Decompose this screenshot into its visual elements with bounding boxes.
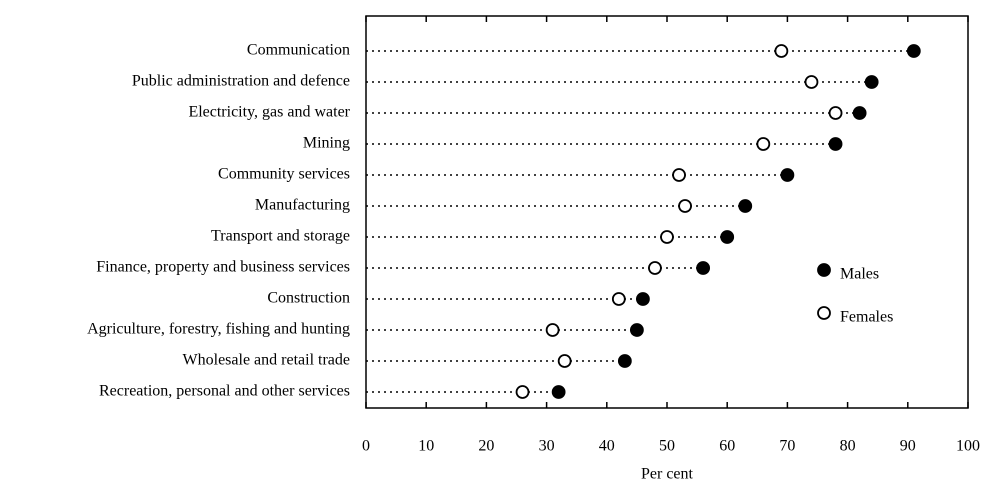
plot-frame [365, 15, 969, 409]
dot-marker [720, 230, 735, 244]
legend-label: Males [840, 266, 879, 283]
legend-marker [817, 263, 831, 277]
category-label: Mining [303, 135, 350, 152]
dot-marker [738, 199, 753, 213]
x-tick-label: 60 [719, 438, 735, 455]
dot-marker [828, 137, 843, 151]
dot-marker [557, 354, 572, 368]
x-tick-label: 70 [779, 438, 795, 455]
category-label: Construction [267, 290, 350, 307]
dot-marker [611, 292, 626, 306]
category-label: Finance, property and business services [96, 259, 350, 276]
dot-marker [660, 230, 674, 244]
x-tick-label: 0 [362, 438, 370, 455]
dot-marker [774, 44, 789, 58]
x-tick-label: 80 [840, 438, 856, 455]
dot-marker [696, 261, 711, 275]
x-tick-label: 50 [659, 438, 675, 455]
dot-marker [906, 44, 921, 58]
category-label: Community services [218, 166, 350, 183]
x-axis-label: Per cent [641, 466, 694, 483]
dot-marker [630, 323, 644, 337]
dot-marker [804, 75, 819, 89]
dot-marker [864, 75, 879, 89]
dot-marker [828, 106, 843, 120]
x-tick-label: 90 [900, 438, 916, 455]
dot-marker [551, 385, 566, 399]
dot-marker [648, 261, 662, 275]
dot-marker [515, 385, 530, 399]
dot-marker [678, 199, 692, 213]
category-label: Recreation, personal and other services [99, 383, 350, 400]
x-tick-label: 10 [418, 438, 434, 455]
x-tick-label: 40 [599, 438, 615, 455]
dot-marker [756, 137, 771, 151]
category-label: Electricity, gas and water [188, 104, 350, 121]
category-label: Transport and storage [211, 228, 350, 245]
category-label: Agriculture, forestry, fishing and hunti… [87, 321, 350, 338]
x-tick-label: 20 [478, 438, 494, 455]
dot-marker [636, 292, 650, 306]
x-tick-label: 30 [539, 438, 555, 455]
dot-marker [780, 168, 795, 182]
legend-label: Females [840, 309, 893, 326]
category-label: Manufacturing [255, 197, 350, 214]
category-label: Public administration and defence [132, 73, 350, 90]
dot-marker [545, 323, 560, 337]
dot-marker [617, 354, 632, 368]
dot-marker [672, 168, 686, 182]
legend-marker [817, 306, 831, 320]
x-tick-label: 100 [956, 438, 980, 455]
category-label: Wholesale and retail trade [183, 352, 350, 369]
dot-marker [852, 106, 867, 120]
category-label: Communication [247, 42, 350, 59]
